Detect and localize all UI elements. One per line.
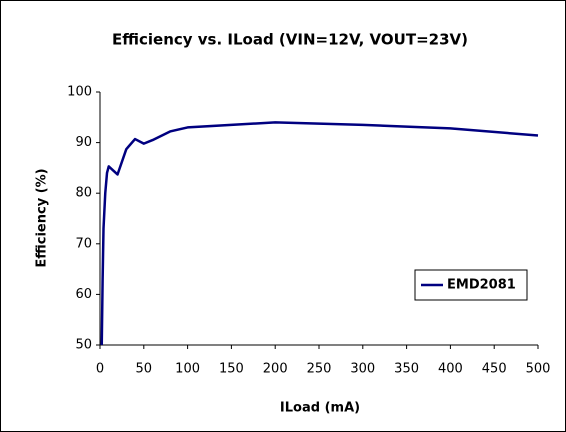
x-tick-label: 350 — [394, 362, 419, 377]
x-tick-label: 150 — [219, 362, 244, 377]
y-tick-label: 50 — [75, 338, 92, 353]
legend-label: EMD2081 — [447, 278, 516, 293]
x-tick-label: 250 — [307, 362, 332, 377]
y-tick-label: 80 — [75, 186, 92, 201]
y-tick-label: 90 — [75, 135, 92, 150]
x-axis-label: ILoad (mA) — [280, 401, 360, 416]
x-tick-label: 500 — [526, 362, 551, 377]
y-axis-label: Efficiency (%) — [35, 168, 50, 267]
data-line — [100, 121, 539, 346]
x-tick-label: 100 — [175, 362, 200, 377]
x-tick-label: 50 — [136, 362, 153, 377]
x-tick-label: 200 — [263, 362, 288, 377]
x-tick-label: 300 — [350, 362, 375, 377]
x-tick-label: 450 — [482, 362, 507, 377]
chart-title: Efficiency vs. ILoad (VIN=12V, VOUT=23V) — [112, 31, 468, 49]
x-tick-label: 0 — [96, 362, 104, 377]
y-tick-label: 60 — [75, 287, 92, 302]
y-tick-label: 100 — [67, 85, 92, 100]
y-tick-label: 70 — [75, 236, 92, 251]
x-tick-label: 400 — [438, 362, 463, 377]
